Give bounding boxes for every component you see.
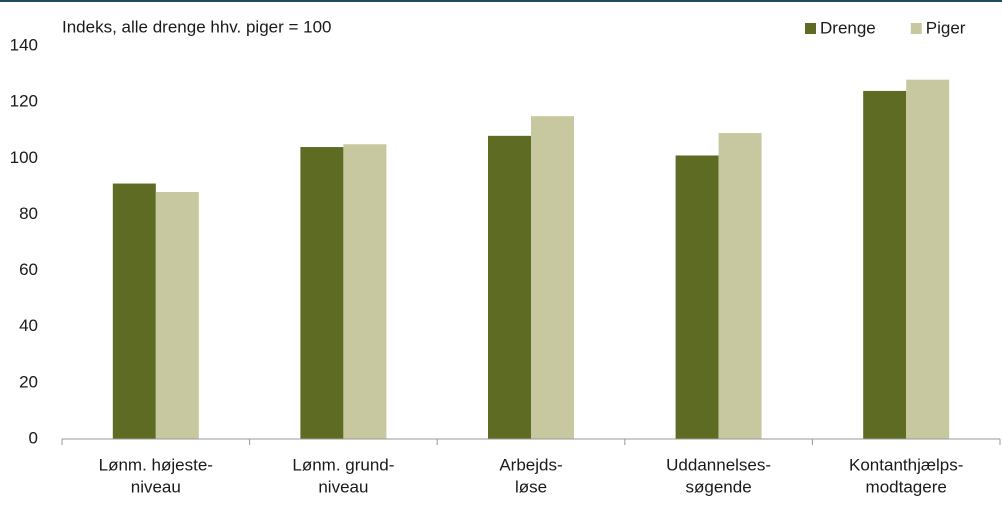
bar (155, 191, 199, 439)
legend-box (788, 12, 1000, 46)
bar (531, 116, 574, 439)
x-tick-label: søgende (686, 477, 752, 496)
bar (112, 183, 156, 439)
x-tick-label: Lønm. grund- (292, 455, 394, 474)
y-tick-label: 80 (19, 204, 38, 223)
bar (675, 155, 719, 439)
bar (300, 147, 344, 440)
legend-label: Piger (926, 18, 966, 37)
bar (906, 79, 950, 439)
bar (718, 133, 762, 439)
y-tick-label: 120 (10, 92, 38, 111)
x-tick-label: Arbejds- (499, 455, 562, 474)
y-tick-label: 20 (19, 372, 38, 391)
legend-swatch (910, 23, 922, 34)
x-tick-label: niveau (318, 477, 368, 496)
y-tick-label: 40 (19, 316, 38, 335)
y-tick-label: 100 (10, 148, 38, 167)
x-tick-label: modtagere (866, 477, 947, 496)
bar (863, 90, 907, 440)
legend-label: Drenge (820, 18, 876, 37)
y-tick-label: 140 (10, 35, 38, 54)
bar (488, 135, 531, 440)
x-tick-label: Lønm. højeste- (99, 455, 213, 474)
x-tick-label: Uddannelses- (666, 455, 771, 474)
x-tick-label: niveau (131, 477, 181, 496)
y-tick-label: 60 (19, 260, 38, 279)
chart-title: Indeks, alle drenge hhv. piger = 100 (62, 17, 332, 36)
bar (343, 144, 387, 439)
y-tick-label: 0 (29, 428, 38, 447)
x-tick-label: Kontanthjælps- (849, 455, 963, 474)
legend-swatch (805, 23, 816, 34)
x-tick-label: løse (515, 477, 547, 496)
